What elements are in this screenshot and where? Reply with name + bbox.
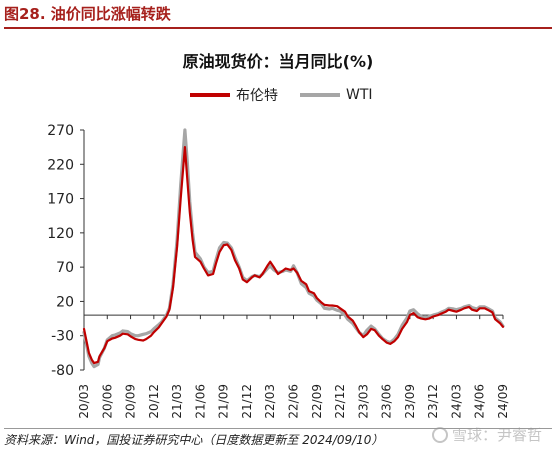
x-tick-label: 20/03 xyxy=(77,384,91,419)
y-tick-label: 220 xyxy=(47,157,74,173)
x-tick-label: 23/06 xyxy=(380,384,394,419)
x-tick-label: 22/06 xyxy=(287,384,301,419)
x-tick-label: 20/06 xyxy=(100,384,114,419)
x-tick-label: 22/09 xyxy=(310,384,324,419)
x-tick-label: 21/06 xyxy=(193,384,207,419)
x-tick-label: 21/12 xyxy=(240,384,254,419)
x-tick-label: 21/03 xyxy=(170,384,184,419)
x-tick-label: 23/09 xyxy=(403,384,417,419)
watermark-text: 雪球：尹睿哲 xyxy=(451,426,542,444)
legend-swatch-wti xyxy=(300,93,340,97)
x-tick-label: 23/03 xyxy=(356,384,370,419)
y-tick-label: 270 xyxy=(47,123,74,139)
y-tick-label: 170 xyxy=(47,192,74,208)
x-tick-label: 20/09 xyxy=(124,384,138,419)
legend-label-wti: WTI xyxy=(346,87,373,103)
chart-legend: 布伦特 WTI xyxy=(0,86,556,104)
y-tick-label: -30 xyxy=(51,329,74,345)
legend-swatch-brent xyxy=(190,93,230,97)
x-tick-label: 24/09 xyxy=(496,384,510,419)
y-tick-label: -80 xyxy=(51,363,74,379)
legend-label-brent: 布伦特 xyxy=(236,88,278,104)
figure-title-bar: 图28. 油价同比涨幅转跌 xyxy=(4,3,552,29)
y-tick-label: 120 xyxy=(47,226,74,242)
source-note: 资料来源：Wind，国投证券研究中心（日度数据更新至 2024/09/10） xyxy=(4,428,552,448)
x-tick-label: 20/12 xyxy=(147,384,161,419)
legend-item-brent: 布伦特 xyxy=(190,86,278,104)
x-tick-label: 24/03 xyxy=(449,384,463,419)
x-tick-label: 22/12 xyxy=(333,384,347,419)
y-tick-label: 20 xyxy=(56,294,74,310)
x-tick-label: 21/09 xyxy=(217,384,231,419)
x-tick-label: 24/06 xyxy=(473,384,487,419)
series-line-wti xyxy=(82,128,505,369)
figure-title: 图28. 油价同比涨幅转跌 xyxy=(4,5,171,23)
legend-item-wti: WTI xyxy=(300,86,373,104)
watermark: 雪球：尹睿哲 xyxy=(431,424,542,445)
y-tick-label: 70 xyxy=(56,260,74,276)
snowball-logo-icon xyxy=(431,426,448,443)
x-tick-label: 22/03 xyxy=(263,384,277,419)
x-tick-label: 23/12 xyxy=(426,384,440,419)
series-line-brent xyxy=(82,146,505,365)
chart-title: 原油现货价：当月同比(%) xyxy=(182,52,374,71)
